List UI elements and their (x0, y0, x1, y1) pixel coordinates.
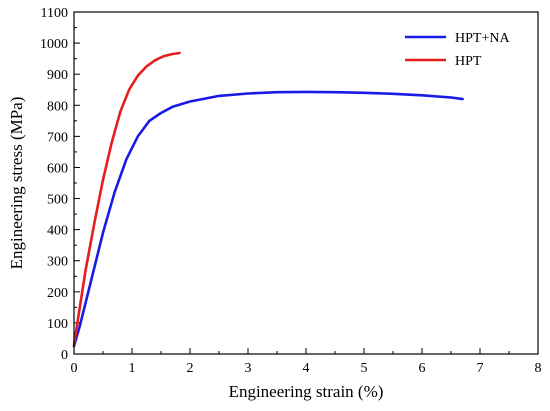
x-tick-label: 7 (477, 361, 484, 376)
y-tick-label: 800 (47, 99, 68, 114)
y-tick-label: 300 (47, 255, 68, 270)
y-tick-label: 700 (47, 130, 68, 145)
legend-label-1: HPT (455, 54, 482, 69)
legend: HPT+NA HPT (405, 31, 510, 69)
y-tick-label: 200 (47, 286, 68, 301)
x-tick-label: 1 (129, 361, 136, 376)
y-tick-label: 100 (47, 317, 68, 332)
y-axis-title: Engineering stress (MPa) (7, 97, 26, 270)
y-tick-label: 600 (47, 161, 68, 176)
x-tick-label: 0 (71, 361, 78, 376)
x-tick-label: 5 (361, 361, 368, 376)
x-tick-label: 8 (535, 361, 542, 376)
legend-label-0: HPT+NA (455, 31, 510, 46)
y-tick-label: 1100 (41, 6, 68, 21)
y-tick-label: 500 (47, 193, 68, 208)
x-tick-label: 3 (245, 361, 252, 376)
y-tick-label: 400 (47, 224, 68, 239)
y-tick-label: 1000 (40, 37, 68, 52)
x-axis-title: Engineering strain (%) (229, 382, 384, 401)
y-tick-label: 900 (47, 68, 68, 83)
series-line-0 (72, 90, 464, 348)
series-line-1 (72, 51, 181, 347)
x-tick-label: 6 (419, 361, 426, 376)
series-lines (72, 51, 464, 348)
y-tick-label: 0 (61, 348, 68, 363)
x-tick-label: 2 (187, 361, 194, 376)
x-tick-label: 4 (303, 361, 310, 376)
plot-frame (73, 11, 539, 355)
